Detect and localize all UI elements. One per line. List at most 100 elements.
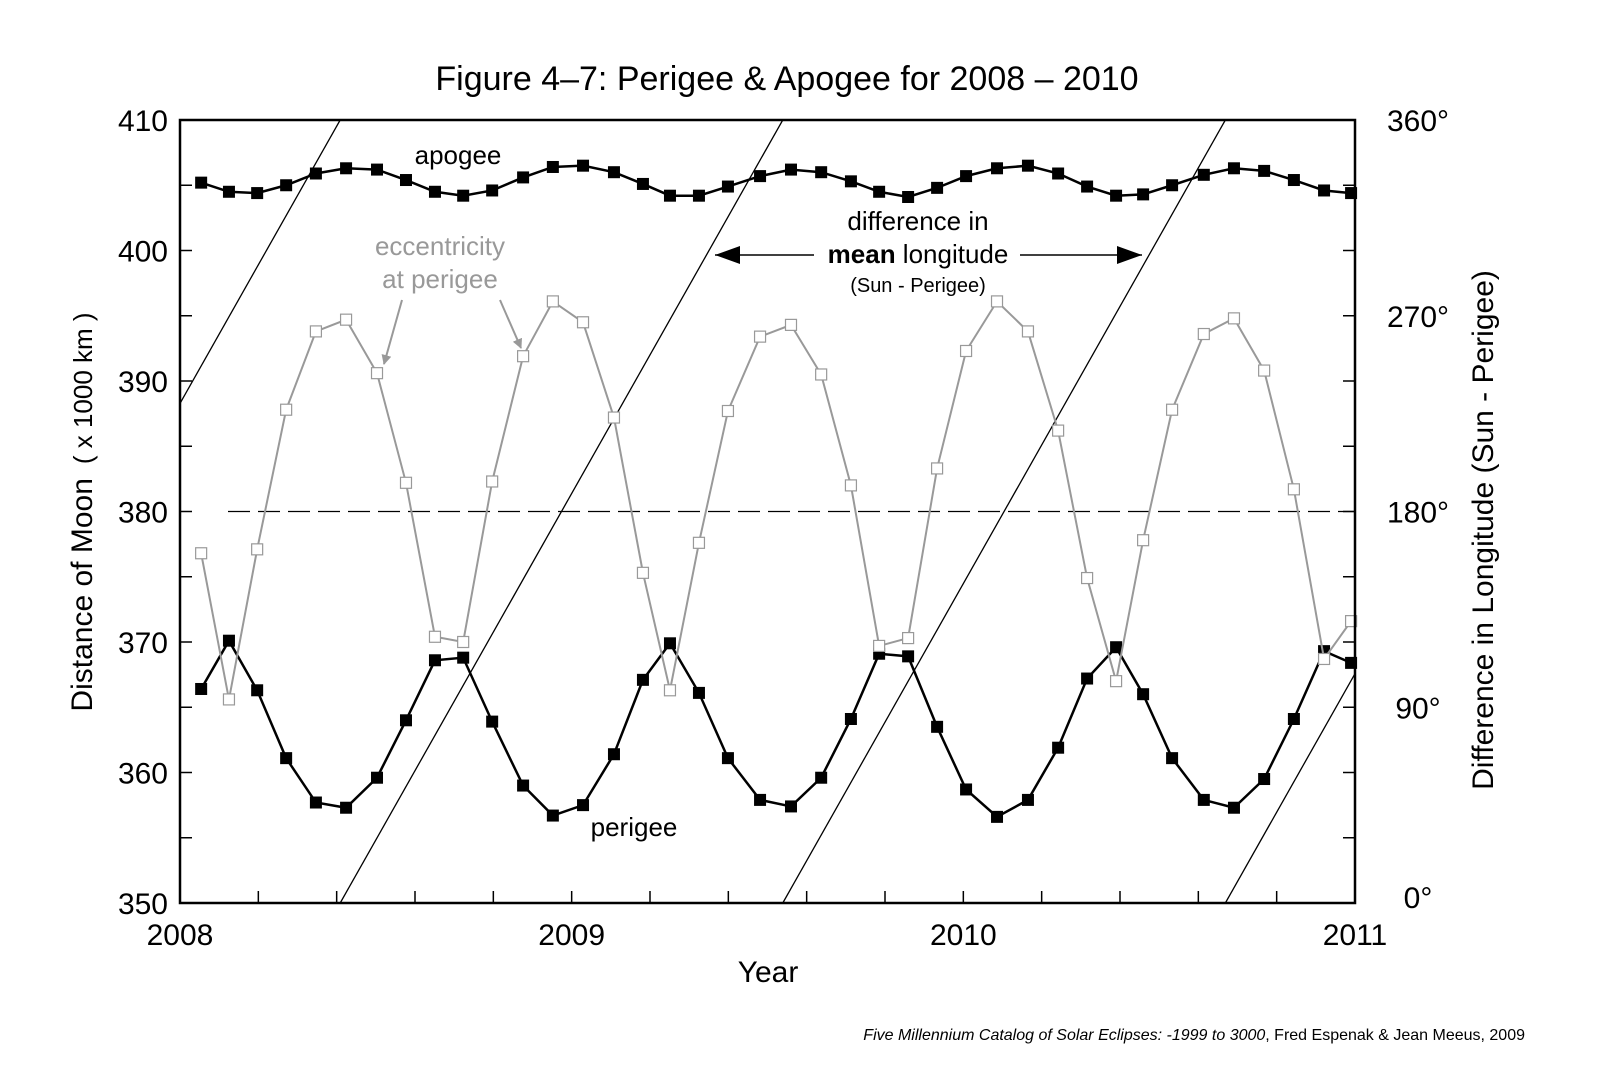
eccentricity-at-perigee-point [1227, 312, 1241, 325]
perigee-point [457, 651, 470, 664]
perigee-label: perigee [591, 812, 678, 842]
eccentricity-at-perigee-point [959, 344, 973, 358]
perigee-point [1137, 688, 1150, 701]
perigee-point [222, 634, 235, 647]
apogee-point [1110, 189, 1123, 202]
apogee-point [785, 163, 797, 176]
y-tick-label: 410 [118, 105, 168, 138]
apogee-point [873, 185, 886, 198]
apogee-point [517, 171, 530, 184]
perigee-point [991, 810, 1004, 823]
apogee-line [200, 164, 1352, 199]
y-tick-label: 380 [118, 497, 168, 530]
y-tick-label: 390 [118, 366, 168, 399]
apogee-point [1137, 188, 1150, 201]
x-tick-label: 2010 [930, 919, 997, 952]
difference-label-1: difference in [847, 206, 988, 236]
eccentricity-at-perigee-point [1197, 327, 1210, 341]
y2-tick-label: 0° [1404, 882, 1433, 915]
eccentricity-at-perigee-point [1258, 364, 1271, 377]
eccentricity-label-2: at perigee [382, 264, 498, 294]
mean-longitude-line-1 [339, 119, 784, 904]
apogee-point [222, 185, 235, 198]
perigee-point [663, 637, 676, 650]
perigee-point [931, 720, 944, 733]
y2-tick-label: 180° [1387, 497, 1449, 530]
y-axis-units: ( x 1000 km ) [68, 312, 98, 464]
perigee-point [577, 799, 590, 812]
difference-label-2: mean longitude [828, 239, 1009, 269]
perigee-point [1081, 672, 1094, 685]
y2-tick-label: 360° [1387, 105, 1449, 138]
apogee-point [251, 187, 264, 200]
apogee-point [546, 160, 559, 173]
perigee-point [692, 686, 705, 699]
eccentricity-at-perigee-point [486, 475, 499, 488]
eccentricity-at-perigee-point [815, 368, 828, 381]
eccentricity-at-perigee-point [1287, 483, 1301, 496]
eccentricity-at-perigee-point [784, 318, 798, 331]
apogee-point [663, 189, 676, 202]
eccentricity-at-perigee-point [576, 316, 590, 329]
apogee-point [280, 179, 293, 192]
perigee-point [517, 779, 530, 792]
y-tick-label: 400 [118, 236, 168, 269]
eccentricity-at-perigee-point [1052, 424, 1065, 437]
eccentricity-at-perigee-point [990, 295, 1004, 308]
perigee-point [1052, 741, 1065, 754]
perigee-point [902, 650, 915, 663]
difference-label-bg-2 [814, 238, 1020, 270]
credit: Five Millennium Catalog of Solar Eclipse… [863, 1027, 1525, 1044]
eccentricity-at-perigee-point [1021, 325, 1035, 338]
perigee-point [1166, 752, 1179, 765]
apogee-point [902, 190, 915, 203]
eccentricity-label-1: eccentricity [375, 231, 505, 261]
eccentricity-at-perigee-point [370, 367, 384, 380]
perigee-point [636, 673, 649, 686]
x-tick-label: 2008 [147, 919, 214, 952]
eccentricity-at-perigee-point [309, 325, 323, 338]
perigee-point [815, 771, 828, 784]
eccentricity-at-perigee-point [457, 635, 470, 649]
apogee-point [1052, 167, 1065, 180]
perigee-point [399, 714, 412, 727]
eccentricity-at-perigee-point [280, 403, 293, 416]
perigee-point [428, 654, 441, 667]
y2-tick-label: 90° [1395, 692, 1440, 725]
perigee-point [960, 783, 973, 796]
y-tick-label: 360 [118, 758, 168, 791]
apogee-point [1227, 162, 1240, 175]
eccentricity-at-perigee-point [195, 547, 208, 560]
eccentricity-at-perigee-point [1080, 571, 1094, 585]
credit-italic: Five Millennium Catalog of Solar Eclipse… [863, 1027, 1265, 1044]
eccentricity-at-perigee-point [1317, 652, 1331, 666]
perigee-point [607, 748, 620, 761]
x-tick-label: 2009 [538, 919, 605, 952]
apogee-point [457, 189, 470, 202]
apogee-point [371, 163, 384, 176]
apogee-point [1318, 184, 1331, 197]
apogee-point [428, 185, 441, 198]
eccentricity-at-perigee-point [399, 476, 413, 489]
apogee-point [607, 166, 620, 179]
eccentricity-at-perigee-point [516, 350, 530, 363]
perigee-point [340, 801, 353, 814]
perigee-point [1227, 801, 1240, 814]
eccentricity-at-perigee-point [663, 684, 677, 697]
x-axis-label: Year [738, 956, 799, 989]
apogee-point [577, 159, 590, 172]
difference-rest: longitude [896, 239, 1009, 269]
eccentricity-at-perigee-point [607, 411, 621, 424]
eccentricity-at-perigee-point [339, 313, 353, 326]
perigee-point [1197, 793, 1210, 806]
mean-longitude-line-2 [782, 119, 1226, 904]
eccentricity-arrow-left [381, 299, 403, 365]
apogee-point [991, 162, 1004, 175]
eccentricity-at-perigee-line [200, 299, 1352, 700]
mean-longitude-line-0 [179, 119, 341, 404]
difference-label-3: (Sun - Perigee) [850, 275, 986, 297]
apogee-point [844, 175, 857, 188]
y2-tick-label: 270° [1387, 301, 1449, 334]
chart-title: Figure 4–7: Perigee & Apogee for 2008 – … [435, 60, 1138, 98]
